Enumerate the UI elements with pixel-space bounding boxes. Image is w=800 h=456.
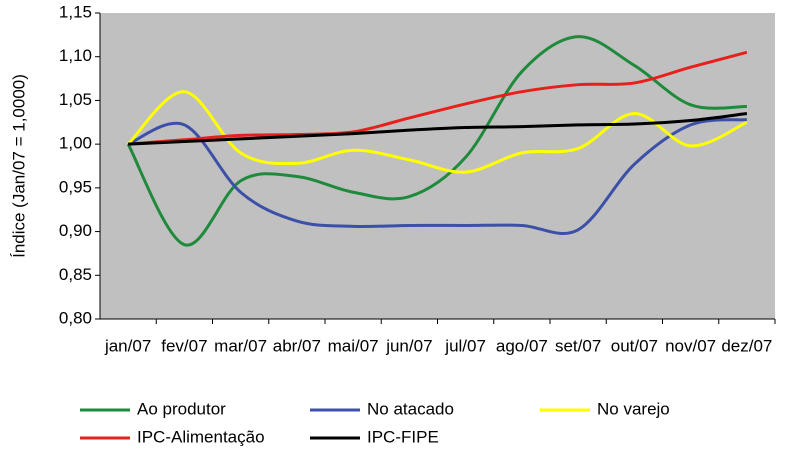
x-tick-label: jun/07 (385, 336, 432, 355)
plot-area (100, 13, 775, 319)
x-tick-label: ago/07 (496, 336, 548, 355)
line-series (126, 35, 747, 247)
legend-label: Ao produtor (137, 399, 226, 418)
y-tick-label: 0,95 (59, 177, 92, 196)
x-tick-label: jan/07 (104, 336, 151, 355)
y-tick-label: 1,10 (59, 46, 92, 65)
x-tick-label: abr/07 (273, 336, 321, 355)
x-tick-label: set/07 (555, 336, 601, 355)
x-tick-label: dez/07 (721, 336, 772, 355)
legend-label: No atacado (367, 399, 454, 418)
x-tick-label: out/07 (611, 336, 658, 355)
y-tick-label: 1,15 (59, 2, 92, 21)
y-axis-label: Índice (Jan/07 = 1,0000) (9, 74, 28, 258)
legend-label: No varejo (597, 399, 670, 418)
line-series (127, 90, 748, 174)
y-tick-label: 1,05 (59, 90, 92, 109)
legend-label: IPC-FIPE (367, 427, 439, 446)
x-tick-label: nov/07 (665, 336, 716, 355)
x-tick-label: mai/07 (328, 336, 379, 355)
y-tick-label: 1,00 (59, 134, 92, 153)
y-tick-label: 0,80 (59, 308, 92, 327)
y-tick-label: 0,85 (59, 265, 92, 284)
x-tick-label: jul/07 (444, 336, 486, 355)
line-series (128, 50, 748, 146)
legend-label: IPC-Alimentação (137, 427, 265, 446)
y-tick-label: 0,90 (59, 221, 92, 240)
x-tick-label: mar/07 (214, 336, 267, 355)
line-series (127, 118, 748, 236)
line-series (128, 112, 748, 146)
x-tick-label: fev/07 (161, 336, 207, 355)
